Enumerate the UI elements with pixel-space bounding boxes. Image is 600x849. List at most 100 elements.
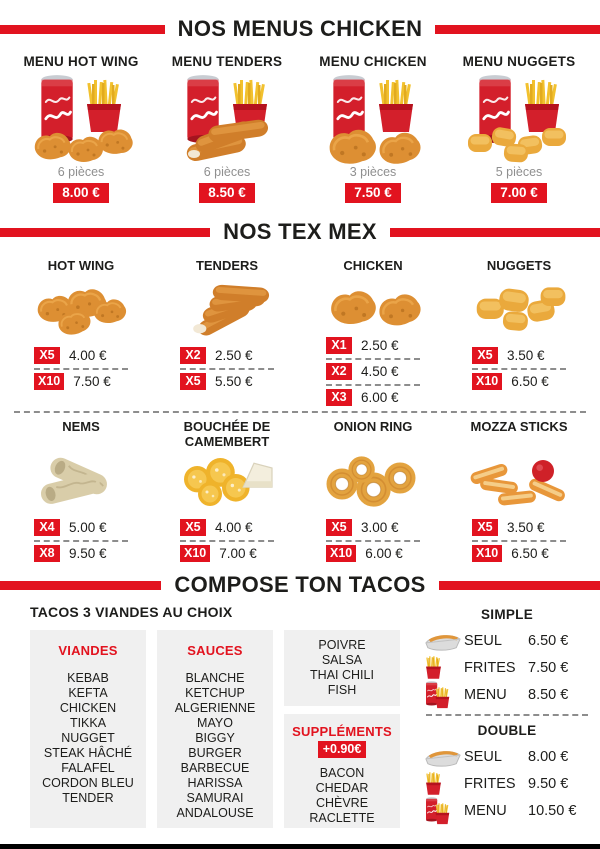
supplement-item: BACON [319,766,365,780]
supplement-item: RACLETTE [309,811,375,825]
menus-row: MENU HOT WING 6 pièces 8.00 € MENU TENDE… [8,54,592,203]
simple-title: SIMPLE [480,607,534,622]
item-name: TENDERS [195,258,259,273]
menu-hot-wing-photo [33,73,136,163]
mozza-sticks-photo [469,460,567,506]
texmex-item-nems: NEMS X4 5.00 € X8 9.50 € [8,419,154,566]
price-row: X10 7.00 € [180,540,274,566]
price-badge: 8.00 € [53,183,109,203]
pieces-label: 6 pièces [203,165,251,179]
price: 4.00 € [215,520,253,535]
fries-icon [424,772,464,795]
menus-section-header: NOS MENUS CHICKEN [0,16,600,42]
formule-row: SEUL 6.50 € [424,627,590,654]
texmex-section-header: NOS TEX MEX [0,219,600,245]
qty-badge: X10 [180,545,211,562]
menu-nuggets-photo [468,73,566,163]
menu-card-nuggets: MENU NUGGETS 5 pièces 7.00 € [446,54,592,203]
pieces-label: 5 pièces [495,165,543,179]
supplement-item: CHEDAR [315,781,369,795]
viande-item: FALAFEL [61,761,115,775]
price: 3.50 € [507,348,545,363]
formule-price: 7.50 € [528,659,569,676]
formule-label: MENU [464,802,507,819]
sauce-item: BLANCHE [185,671,245,685]
viande-item: CORDON BLEU [42,776,134,790]
price-list: X5 3.50 € X10 6.50 € [472,516,566,566]
texmex-item-chicken: CHICKEN X1 2.50 € X2 4.50 € X3 6.00 € [300,258,446,410]
sauce-item: HARISSA [187,776,243,790]
supplements-list: BACON CHEDAR CHÈVRE RACLETTE [284,766,400,826]
price-row: X10 7.50 € [34,368,128,394]
sauce-item: BIGGY [195,731,235,745]
camembert-photo [184,458,273,506]
texmex-item-tenders: TENDERS X2 2.50 € X5 5.50 € [154,258,300,410]
qty-badge: X5 [472,519,498,536]
price-row: X10 6.50 € [472,368,566,394]
price-row: X5 5.50 € [180,368,274,394]
qty-badge: X1 [326,337,352,354]
price-badge: 8.50 € [199,183,255,203]
formule-price: 8.00 € [528,748,569,765]
menu-card-hot-wing: MENU HOT WING 6 pièces 8.00 € [8,54,154,203]
price-badge: 7.00 € [491,183,547,203]
formule-price: 9.50 € [528,775,569,792]
price: 3.00 € [361,520,399,535]
price-row: X5 4.00 € [180,516,274,540]
formule-row: FRITES 7.50 € [424,654,590,681]
sauce-item: BURGER [188,746,242,760]
menu-chicken-photo [328,73,424,164]
red-rule-right [435,24,600,34]
qty-badge: X2 [180,347,206,364]
price: 6.00 € [361,390,399,405]
supplement-price-badge: +0.90€ [317,741,367,758]
item-name: CHICKEN [343,258,403,273]
sauce-item: KETCHUP [185,686,245,700]
menu-name: MENU CHICKEN [319,54,427,69]
red-rule-left [0,227,211,237]
price-row: X10 6.50 € [472,540,566,566]
qty-badge: X10 [34,373,65,390]
price-list: X5 3.00 € X10 6.00 € [326,516,420,566]
texmex-item-nuggets: NUGGETS X5 3.50 € X10 6.50 € [446,258,592,410]
price: 6.50 € [511,546,549,561]
price-list: X4 5.00 € X8 9.50 € [34,516,128,566]
price: 4.50 € [361,364,399,379]
sauce-item: MAYO [197,716,233,730]
onion-ring-photo [318,454,428,512]
item-name: NUGGETS [486,258,552,273]
supplement-item: CHÈVRE [315,796,369,810]
bottom-edge-bar [0,844,600,849]
formule-row: MENU 10.50 € [424,796,590,825]
price: 7.00 € [219,546,257,561]
item-name: NEMS [62,419,100,434]
formule-label: SEUL [464,748,502,765]
texmex-section-title: NOS TEX MEX [223,219,377,244]
price: 5.00 € [69,520,107,535]
hot-wing-photo [36,285,128,338]
extra-sauces-box: POIVRE SALSA THAI CHILI FISH [284,630,400,706]
formule-row: SEUL 8.00 € [424,743,590,770]
price-row: X5 3.50 € [472,344,566,368]
price-row: X1 2.50 € [326,334,420,358]
nems-photo [37,454,112,507]
extra-sauces-list: POIVRE SALSA THAI CHILI FISH [284,638,400,698]
qty-badge: X10 [472,373,503,390]
texmex-item-hot-wing: HOT WING X5 4.00 € X10 7.50 € [8,258,154,410]
texmex-row-1: HOT WING X5 4.00 € X10 7.50 € TENDERS [8,258,592,410]
sauce-item: ANDALOUSE [176,806,254,820]
qty-badge: X5 [34,347,60,364]
price: 9.50 € [69,546,107,561]
price-row: X5 3.00 € [326,516,420,540]
price: 6.50 € [511,374,549,389]
price: 5.50 € [215,374,253,389]
formule-row: FRITES 9.50 € [424,770,590,797]
qty-badge: X3 [326,389,352,406]
supplements-box: SUPPLÉMENTS +0.90€ BACON CHEDAR CHÈVRE R… [284,714,400,828]
price-row: X3 6.00 € [326,384,420,410]
item-name: BOUCHÉE DE CAMEMBERT [183,419,271,449]
tacos-formules: SIMPLE SEUL 6.50 € FRITES 7.50 € MENU 8.… [424,607,590,825]
texmex-row-2: NEMS X4 5.00 € X8 9.50 € BOUCHÉE DE CAME… [8,419,592,566]
red-rule-left [0,580,162,590]
menu-name: MENU TENDERS [171,54,283,69]
